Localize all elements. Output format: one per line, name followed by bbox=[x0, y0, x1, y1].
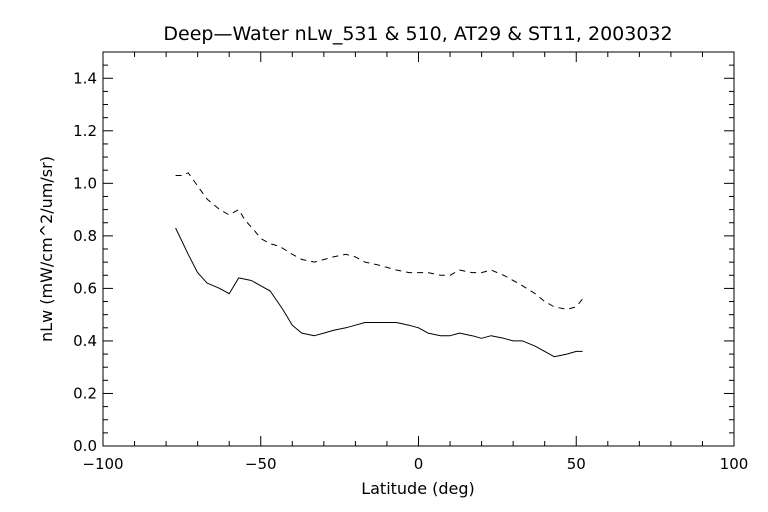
y-tick-label: 0.2 bbox=[73, 384, 97, 402]
x-tick-label: 0 bbox=[414, 455, 424, 473]
y-axis-label: nLw (mW/cm^2/um/sr) bbox=[37, 156, 56, 342]
x-axis-label: Latitude (deg) bbox=[361, 479, 475, 498]
series-line-solid bbox=[175, 227, 583, 358]
chart-title: Deep—Water nLw_531 & 510, AT29 & ST11, 2… bbox=[163, 23, 672, 45]
y-tick-label: 0.0 bbox=[73, 437, 97, 455]
axis-ticks: −100 −50 0 50 100 0.0 0.2 0.4 0.6 0.8 1.0 1.2 1.4 bbox=[73, 51, 749, 473]
x-tick-label: 50 bbox=[567, 455, 586, 473]
x-tick-label: −50 bbox=[245, 455, 277, 473]
x-tick-label: −100 bbox=[82, 455, 123, 473]
y-tick-label: 0.6 bbox=[73, 279, 97, 297]
x-tick-label: 100 bbox=[720, 455, 749, 473]
y-tick-label: 0.8 bbox=[73, 227, 97, 245]
series-line-dashed bbox=[175, 172, 583, 310]
y-tick-label: 1.2 bbox=[73, 122, 97, 140]
y-tick-label: 0.4 bbox=[73, 332, 97, 350]
plot-frame bbox=[102, 51, 735, 447]
series-layer bbox=[175, 172, 583, 358]
y-tick-label: 1.4 bbox=[73, 69, 97, 87]
y-tick-label: 1.0 bbox=[73, 174, 97, 192]
